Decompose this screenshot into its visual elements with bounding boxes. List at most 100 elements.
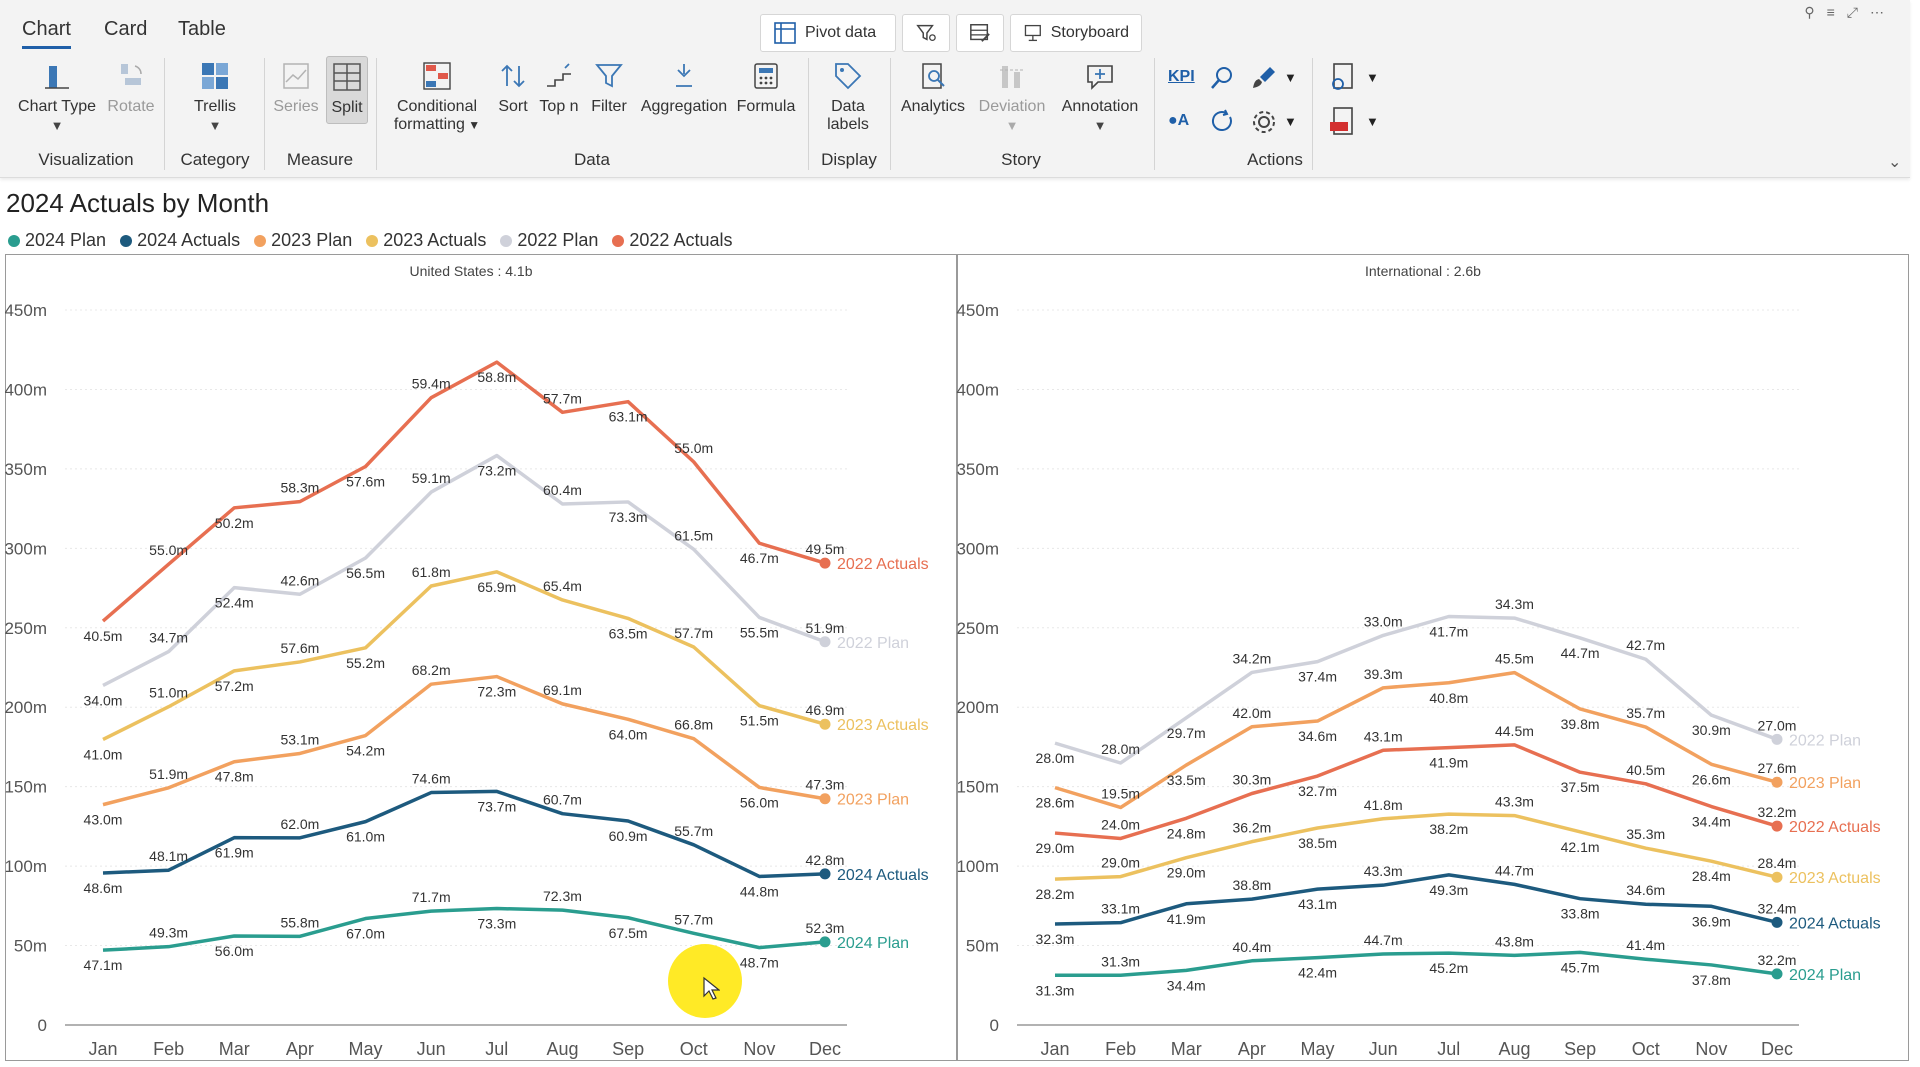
chevron-down-icon[interactable]: ▼	[1284, 114, 1297, 129]
data-label: 34.6m	[1626, 882, 1665, 898]
analytics-button[interactable]: Analytics	[898, 60, 968, 116]
x-tick-label: Sep	[1564, 1039, 1596, 1059]
ia-label: A	[1177, 112, 1190, 129]
data-label: 44.7m	[1364, 932, 1403, 948]
data-label: 43.1m	[1298, 896, 1337, 912]
gear-icon[interactable]	[1250, 108, 1278, 136]
filter-lines-icon[interactable]: ≡	[1826, 4, 1847, 20]
data-label: 69.1m	[543, 682, 582, 698]
series-line	[102, 789, 826, 879]
data-label: 47.8m	[215, 769, 254, 785]
data-label: 55.2m	[346, 655, 385, 671]
legend-item[interactable]: 2022 Actuals	[612, 230, 732, 251]
data-label: 33.0m	[1364, 613, 1403, 629]
series-end-label: 2022 Plan	[1789, 732, 1861, 749]
chart-type-button[interactable]: Chart Type ▼	[14, 60, 100, 133]
series-end-label: 2023 Plan	[1789, 775, 1861, 792]
collapse-ribbon-icon[interactable]: ⌄	[1888, 154, 1902, 171]
data-label: 48.1m	[149, 848, 188, 864]
deviation-button[interactable]: Deviation ▼	[974, 60, 1050, 133]
data-label: 37.8m	[1692, 972, 1731, 988]
rotate-button[interactable]: Rotate	[104, 60, 158, 116]
group-data: Data	[574, 150, 610, 169]
edit-table-button[interactable]	[956, 14, 1004, 52]
top-n-button[interactable]: Top n	[536, 60, 582, 116]
chart-panel: United States : 4.1b 0 50m 100m 150m 200m 250m…	[4, 254, 957, 1061]
data-label: 19.5m	[1101, 785, 1140, 801]
more-icon[interactable]: ⋯	[1870, 4, 1896, 20]
trellis-icon	[202, 63, 228, 89]
tab-card[interactable]: Card	[104, 18, 148, 40]
sort-icon	[501, 64, 525, 88]
legend-item[interactable]: 2024 Actuals	[120, 230, 240, 251]
data-label: 30.3m	[1232, 771, 1271, 787]
ia-button[interactable]: ●A	[1168, 112, 1189, 130]
data-label: 51.5m	[740, 713, 779, 729]
y-tick-label: 250m	[5, 619, 47, 638]
data-label: 60.4m	[543, 482, 582, 498]
chevron-down-icon[interactable]: ▼	[1366, 70, 1379, 85]
data-label: 39.8m	[1561, 716, 1600, 732]
storyboard-button[interactable]: Storyboard	[1010, 14, 1142, 52]
group-display: Display	[821, 150, 877, 169]
pdf-icon[interactable]	[1328, 106, 1358, 138]
aggregation-button[interactable]: Aggregation	[638, 60, 730, 116]
legend-item[interactable]: 2023 Actuals	[366, 230, 486, 251]
series-button[interactable]: Series	[270, 60, 322, 116]
export-settings-icon[interactable]	[1328, 62, 1358, 94]
data-label: 27.0m	[1758, 717, 1797, 733]
data-label: 41.9m	[1167, 911, 1206, 927]
annotation-button[interactable]: Annotation ▼	[1054, 60, 1146, 133]
search-icon[interactable]	[1208, 64, 1236, 92]
formula-button[interactable]: Formula	[734, 60, 798, 116]
tab-chart[interactable]: Chart	[22, 18, 71, 49]
refresh-icon[interactable]	[1208, 108, 1236, 136]
y-tick-label: 450m	[956, 301, 999, 320]
mouse-cursor-icon	[703, 976, 720, 1000]
y-tick-label: 300m	[956, 539, 999, 558]
data-label: 73.3m	[477, 916, 516, 932]
data-label: 57.6m	[346, 474, 385, 490]
kpi-button[interactable]: KPI	[1168, 68, 1195, 85]
conditional-formatting-button[interactable]: Conditional formatting ▼	[384, 60, 490, 134]
separator	[890, 58, 891, 170]
data-label: 57.7m	[543, 390, 582, 406]
series-end-label: 2024 Plan	[1789, 967, 1861, 984]
chevron-down-icon[interactable]: ▼	[1366, 114, 1379, 129]
tab-table[interactable]: Table	[178, 18, 226, 40]
data-label: 34.4m	[1692, 814, 1731, 830]
expand-icon[interactable]: ⤢	[1846, 4, 1870, 20]
data-label: 56.5m	[346, 565, 385, 581]
storyboard-label: Storyboard	[1050, 24, 1129, 41]
data-label: 44.8m	[740, 883, 779, 899]
data-label: 44.5m	[1495, 723, 1534, 739]
bar-chart-icon	[45, 66, 69, 89]
data-label: 62.0m	[280, 816, 319, 832]
group-visualization: Visualization	[38, 150, 134, 169]
data-label: 45.2m	[1429, 960, 1468, 976]
pivot-data-button[interactable]: Pivot data	[760, 14, 896, 52]
deviation-icon	[1000, 66, 1024, 88]
pin-icon[interactable]: ⚲	[1804, 4, 1827, 20]
data-label: 63.1m	[609, 409, 648, 425]
data-label: 67.0m	[346, 926, 385, 942]
paint-brush-icon[interactable]	[1250, 64, 1278, 92]
data-label: 65.9m	[477, 579, 516, 595]
top-n-label: Top n	[539, 98, 579, 115]
trellis-button[interactable]: Trellis ▼	[180, 60, 250, 133]
filter-settings-button[interactable]	[902, 14, 950, 52]
split-button[interactable]: Split	[326, 56, 368, 124]
data-label: 29.0m	[1101, 855, 1140, 871]
filter-button[interactable]: Filter	[586, 60, 632, 116]
y-tick-label: 350m	[956, 460, 999, 479]
legend-item[interactable]: 2023 Plan	[254, 230, 352, 251]
legend-item[interactable]: 2024 Plan	[8, 230, 106, 251]
data-label: 30.9m	[1692, 722, 1731, 738]
sort-button[interactable]: Sort	[494, 60, 532, 116]
data-label: 32.2m	[1758, 952, 1797, 968]
series-line	[1054, 873, 1778, 926]
chevron-down-icon[interactable]: ▼	[1284, 70, 1297, 85]
data-labels-button[interactable]: Data labels	[818, 60, 878, 134]
legend-item[interactable]: 2022 Plan	[500, 230, 598, 251]
data-label: 24.8m	[1167, 825, 1206, 841]
